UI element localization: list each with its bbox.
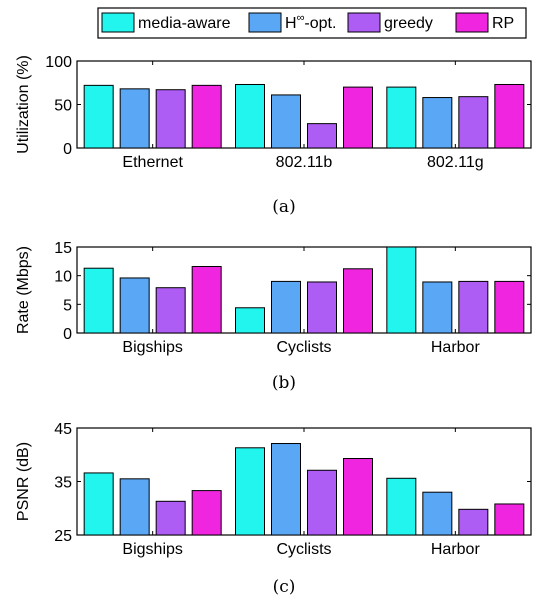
- bar-cyclists-rp: [343, 268, 373, 334]
- bar-bigships-media-aware: [83, 472, 114, 536]
- x-tick-label-802-11g: 802.11g: [427, 154, 484, 171]
- bar-bigships-h-opt: [119, 478, 150, 536]
- x-tick-label-802-11b: 802.11b: [276, 154, 333, 171]
- bar-ethernet-h-opt: [119, 88, 150, 149]
- bar-harbor-h-opt: [422, 491, 453, 536]
- bar-cyclists-greedy: [307, 281, 337, 334]
- y-tick-label: 50: [54, 98, 72, 115]
- y-tick-label: 25: [54, 528, 72, 545]
- bar-cyclists-greedy: [307, 469, 337, 536]
- bar-bigships-greedy: [155, 287, 186, 334]
- bar-bigships-greedy: [155, 500, 186, 536]
- x-tick-label-bigships: Bigships: [122, 339, 182, 356]
- bar-cyclists-media-aware: [235, 307, 265, 334]
- y-tick-label: 10: [54, 269, 72, 286]
- bar-802-11g-h-opt: [422, 97, 453, 149]
- panel-psnr: 25 35 45 PSNR (dB) Bigships Cyclists Harbor (c): [15, 421, 532, 597]
- y-tick-label: 45: [54, 421, 72, 438]
- legend-label-rp: RP: [492, 15, 514, 32]
- subfigure-caption: (a): [272, 197, 295, 217]
- legend-label-media-aware: media-aware: [138, 15, 231, 32]
- x-tick-label-harbor: Harbor: [431, 541, 481, 558]
- legend-swatch-rp: [455, 12, 489, 33]
- bar-ethernet-greedy: [155, 89, 186, 149]
- bar-harbor-media-aware: [386, 246, 417, 334]
- legend-label-h-inf-opt: H∞-opt.: [285, 12, 336, 32]
- legend-swatch-greedy: [347, 12, 381, 33]
- bar-802-11b-media-aware: [235, 83, 265, 149]
- bar-bigships-rp: [191, 490, 222, 536]
- y-axis-label: Rate (Mbps): [15, 246, 32, 334]
- bar-harbor-rp: [494, 280, 525, 334]
- bar-802-11b-rp: [343, 86, 373, 149]
- x-tick-label-bigships: Bigships: [122, 541, 182, 558]
- y-tick-label: 35: [54, 475, 72, 492]
- bar-802-11g-rp: [494, 83, 525, 149]
- subfigure-caption: (c): [273, 577, 296, 597]
- y-tick-label: 100: [45, 54, 72, 71]
- bar-bigships-media-aware: [83, 267, 114, 334]
- bar-cyclists-media-aware: [235, 447, 265, 536]
- y-axis-label: PSNR (dB): [15, 442, 32, 521]
- bar-ethernet-media-aware: [83, 84, 114, 149]
- subfigure-caption: (b): [272, 373, 296, 393]
- bar-cyclists-h-opt: [271, 443, 301, 536]
- legend-frame: [97, 7, 527, 39]
- panel-rate: 0 5 10 15 Rate (Mbps) Bigships Cyclists Harbor (…: [15, 240, 532, 393]
- y-tick-label: 15: [54, 240, 72, 257]
- legend-swatch-h-inf-opt: [248, 12, 282, 33]
- bar-cyclists-h-opt: [271, 280, 301, 334]
- bar-cyclists-rp: [343, 457, 373, 536]
- bar-harbor-media-aware: [386, 477, 417, 536]
- y-tick-label: 5: [63, 297, 72, 314]
- legend-swatch-media-aware: [101, 12, 135, 33]
- x-tick-label-cyclists: Cyclists: [276, 541, 331, 558]
- bar-802-11b-greedy: [307, 123, 337, 149]
- x-tick-label-ethernet: Ethernet: [122, 154, 183, 171]
- bar-harbor-greedy: [458, 508, 489, 536]
- y-tick-label: 0: [63, 141, 72, 158]
- bar-802-11g-media-aware: [386, 86, 417, 149]
- bar-harbor-h-opt: [422, 281, 453, 334]
- bar-bigships-rp: [191, 265, 222, 334]
- y-tick-label: 0: [63, 326, 72, 343]
- bar-harbor-greedy: [458, 280, 489, 334]
- legend: media-aware H∞-opt. greedy RP: [97, 7, 527, 39]
- bar-bigships-h-opt: [119, 277, 150, 334]
- x-tick-label-harbor: Harbor: [431, 339, 481, 356]
- legend-label-greedy: greedy: [384, 15, 433, 32]
- bar-802-11g-greedy: [458, 96, 489, 149]
- bar-harbor-rp: [494, 503, 525, 536]
- bar-802-11b-h-opt: [271, 94, 301, 149]
- y-axis-label: Utilization (%): [15, 55, 32, 154]
- x-tick-label-cyclists: Cyclists: [276, 339, 331, 356]
- bar-ethernet-rp: [191, 84, 222, 149]
- panel-utilization: 0 50 100 Utilization (%) Ethernet 802.11b 802.…: [15, 54, 532, 217]
